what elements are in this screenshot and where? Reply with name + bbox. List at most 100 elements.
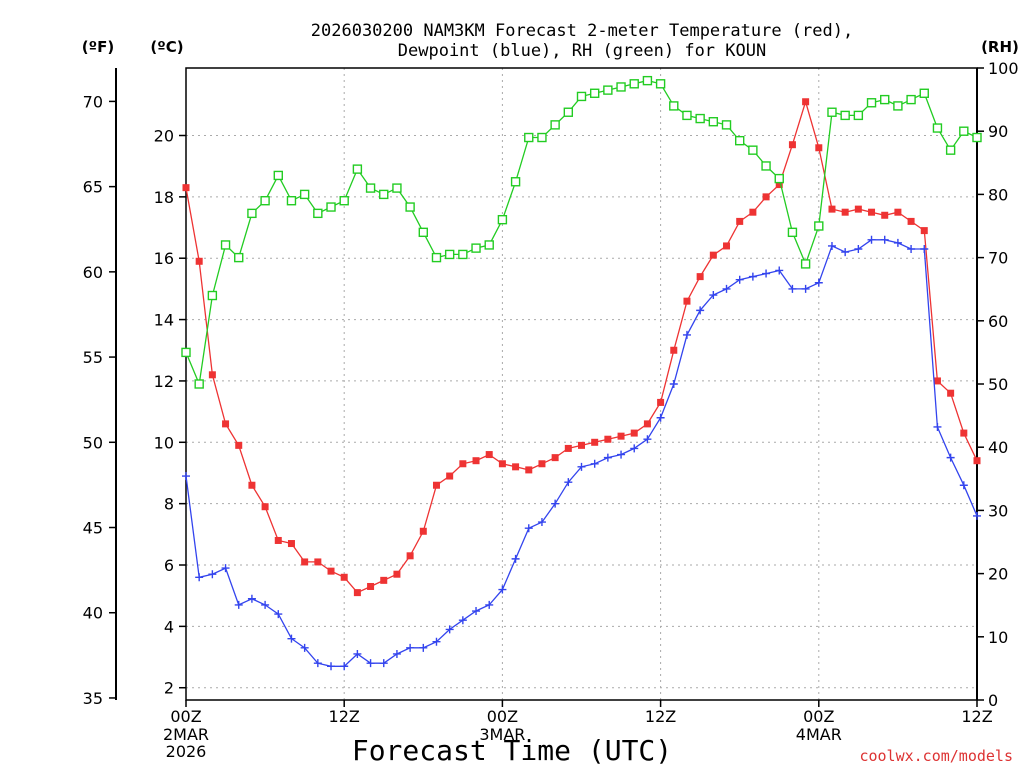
rh-tick-label: 30: [988, 501, 1008, 520]
x-tick-date-label: 4MAR: [796, 725, 842, 744]
gridlines: [186, 68, 977, 700]
rh-point: [431, 252, 442, 263]
2-meter-temperature-point: [367, 582, 375, 590]
rh-point: [497, 214, 508, 225]
celsius-tick-label: 10: [154, 433, 174, 452]
rh-point: [814, 221, 824, 231]
dewpoint-point: [643, 435, 652, 444]
2-meter-temperature-point: [578, 441, 585, 449]
rh-point: [379, 189, 389, 200]
fahrenheit-tick-label: 45: [83, 519, 103, 538]
2-meter-temperature-point: [261, 503, 269, 511]
dewpoint-point: [867, 235, 876, 244]
dewpoint-point: [630, 444, 639, 453]
rh-tick-label: 80: [988, 185, 1008, 204]
2-meter-temperature-point: [327, 567, 335, 575]
dewpoint-point: [827, 241, 836, 250]
x-tick-label: 12Z: [329, 707, 360, 726]
dewpoint-point: [577, 462, 586, 471]
rh-point: [444, 249, 455, 260]
dewpoint-point: [353, 649, 362, 658]
2-meter-temperature-point: [287, 540, 295, 548]
celsius-tick-label: 6: [164, 556, 174, 575]
rh-point: [748, 145, 758, 155]
rh-point: [524, 132, 534, 143]
dewpoint-point: [590, 459, 599, 468]
dewpoint-point: [445, 625, 454, 634]
2-meter-temperature-point: [973, 457, 981, 465]
dewpoint-point: [432, 637, 441, 646]
dewpoint-point: [696, 306, 705, 315]
rh-point: [629, 79, 639, 89]
2-meter-temperature-point: [907, 217, 915, 225]
2-meter-temperature-point: [380, 576, 388, 584]
2-meter-temperature-point: [525, 466, 533, 474]
2-meter-temperature-point: [696, 273, 704, 281]
rh-point: [299, 189, 310, 200]
dewpoint-point: [841, 248, 850, 257]
fahrenheit-tick-label: 35: [83, 689, 103, 708]
rh-point: [589, 88, 600, 98]
2-meter-temperature-point: [723, 242, 731, 250]
rh-tick-label: 10: [988, 628, 1008, 647]
rh-point: [655, 79, 666, 89]
dewpoint-point: [564, 478, 573, 487]
x-tick-label: 00Z: [487, 707, 518, 726]
rh-point: [880, 94, 890, 105]
dewpoint-point: [748, 272, 757, 281]
x-tick-label: 00Z: [170, 707, 201, 726]
2-meter-temperature-point: [881, 211, 889, 219]
dewpoint-point: [511, 554, 520, 563]
rh-point: [827, 107, 837, 117]
rh-line: [185, 79, 978, 387]
fahrenheit-tick-label: 50: [83, 433, 103, 452]
2-meter-temperature-point: [683, 297, 691, 305]
2-meter-temperature-point: [406, 552, 414, 560]
dewpoint-point: [854, 245, 863, 254]
dewpoint-point: [656, 413, 665, 422]
dewpoint-point: [907, 245, 916, 254]
rh-point: [220, 240, 231, 250]
2-meter-temperature-point: [670, 346, 678, 354]
2-meter-temperature-point: [709, 251, 717, 259]
x-axis-title: Forecast Time (UTC): [352, 734, 672, 767]
rh-point: [616, 82, 626, 92]
rh-point: [313, 208, 323, 219]
dewpoint-point: [959, 481, 968, 490]
dewpoint-point: [973, 511, 981, 520]
dewpoint-point: [603, 453, 612, 462]
rh-point: [972, 132, 982, 143]
2-meter-temperature-point: [564, 444, 572, 452]
x-tick-date-label: 2MAR: [163, 725, 209, 744]
dewpoint-point: [814, 278, 823, 287]
2-meter-temperature-point: [920, 227, 928, 235]
rh-point: [800, 259, 811, 269]
dewpoint-point: [722, 284, 731, 293]
dewpoint-point: [221, 564, 230, 573]
fahrenheit-tick-label: 60: [83, 263, 103, 282]
rh-point: [550, 120, 560, 130]
dewpoint-point: [920, 245, 929, 254]
rh-point: [392, 183, 402, 193]
dewpoint-point: [617, 450, 626, 459]
dewpoint-point: [313, 659, 322, 668]
2-meter-temperature-point: [446, 472, 454, 480]
celsius-axis-unit: (ºC): [150, 38, 183, 56]
rh-point: [669, 101, 679, 111]
dewpoint-point: [406, 643, 415, 652]
fahrenheit-axis-unit: (ºF): [82, 38, 114, 56]
2-meter-temperature-point: [933, 377, 941, 385]
series-layer: [181, 75, 982, 671]
rh-axis-unit: (RH): [981, 38, 1019, 56]
rh-point: [761, 161, 771, 171]
rh-point: [959, 126, 969, 136]
rh-point: [774, 173, 784, 184]
dewpoint-point: [933, 422, 942, 431]
rh-point: [906, 94, 916, 105]
2-meter-temperature-point: [841, 208, 849, 216]
rh-point: [234, 252, 244, 263]
2-meter-temperature-point: [393, 570, 401, 578]
2-meter-temperature-line: [185, 99, 978, 594]
2-meter-temperature-point: [657, 398, 665, 406]
axes-ticks: 2 4 6 8 10 12 14 16 18 20 35 40 45 50 55 60 65 70 0 10 20 30 4…: [83, 59, 1019, 761]
